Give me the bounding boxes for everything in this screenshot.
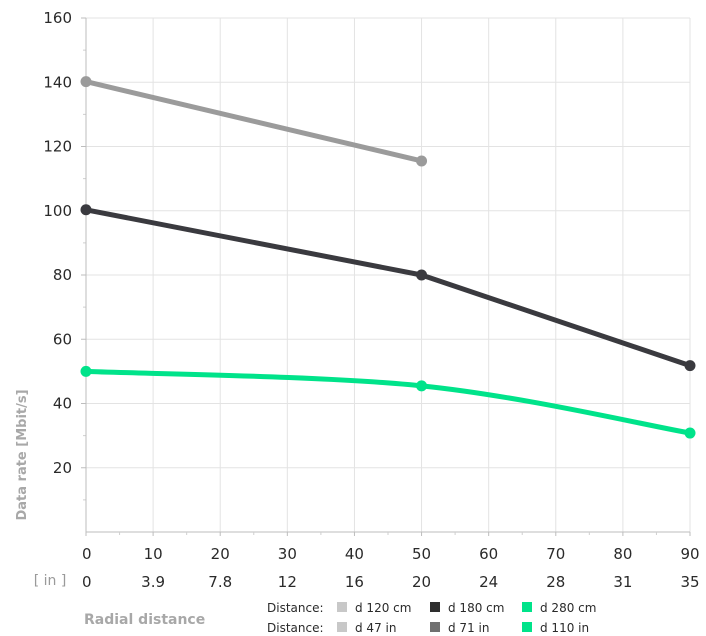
x-tick-label-inches: 31 (613, 573, 632, 591)
tick-labels: 20 40 60 80 100 120 140 160 0 0 10 3.9 20 7.8 30 12 40 16… (43, 9, 699, 591)
x-tick-label: 50 (412, 545, 431, 563)
series-line-2 (83, 368, 693, 436)
x-tick-label-inches: 20 (412, 573, 431, 591)
series-line-1 (83, 207, 693, 369)
x-tick-label: 20 (211, 545, 230, 563)
x-tick-label: 10 (144, 545, 163, 563)
legend-swatch-d71in (430, 622, 440, 632)
x-tick-label: 0 (82, 545, 92, 563)
x-tick-label-inches: 12 (278, 573, 297, 591)
legend-item-d180cm: d 180 cm (448, 601, 504, 615)
grid (85, 17, 691, 532)
y-tick-label: 40 (53, 395, 72, 413)
x-tick-label-inches: 3.9 (141, 573, 165, 591)
legend-swatch-d110in (522, 622, 532, 632)
y-tick-label: 60 (53, 330, 72, 348)
data-point-series-0 (416, 155, 428, 167)
legend-swatch-d120cm (337, 602, 347, 612)
legend-item-d47in: d 47 in (355, 621, 396, 635)
x-tick-label-inches: 35 (680, 573, 699, 591)
legend-item-d71in: d 71 in (448, 621, 489, 635)
data-point-series-1 (684, 360, 696, 372)
x-tick-label-inches: 0 (82, 573, 92, 591)
data-point-series-2 (684, 427, 696, 439)
x-tick-label-inches: 24 (479, 573, 498, 591)
axes (81, 17, 691, 536)
x-tick-label: 40 (345, 545, 364, 563)
y-axis-title: Data rate [Mbit/s] (15, 389, 30, 520)
y-tick-label: 160 (43, 9, 72, 27)
legend-swatch-d47in (337, 622, 347, 632)
legend-swatch-d280cm (522, 602, 532, 612)
x-axis-title: Radial distance (84, 612, 205, 628)
x-tick-label-inches: 28 (546, 573, 565, 591)
series-line-0 (83, 79, 425, 164)
y-tick-label: 140 (43, 73, 72, 91)
y-tick-label: 80 (53, 266, 72, 284)
x-tick-label: 60 (479, 545, 498, 563)
data-point-series-0 (80, 76, 92, 88)
data-point-series-2 (80, 365, 92, 377)
y-tick-label: 120 (43, 138, 72, 156)
x-tick-label: 30 (278, 545, 297, 563)
data-point-series-1 (416, 269, 428, 281)
x-tick-label-inches: 16 (345, 573, 364, 591)
x-tick-label-inches: 7.8 (208, 573, 232, 591)
y-tick-label: 20 (53, 459, 72, 477)
x-tick-label: 80 (613, 545, 632, 563)
legend-row1-label: Distance: (267, 601, 324, 615)
legend-item-d280cm: d 280 cm (540, 601, 596, 615)
y-tick-label: 100 (43, 202, 72, 220)
legend-item-d110in: d 110 in (540, 621, 589, 635)
x-tick-label: 70 (546, 545, 565, 563)
x-tick-label: 90 (680, 545, 699, 563)
legend-row2-label: Distance: (267, 621, 324, 635)
data-point-series-2 (416, 380, 428, 392)
legend: Distance: Distance: d 120 cm d 180 cm d … (267, 601, 596, 635)
series-group (80, 76, 696, 439)
legend-swatch-d180cm (430, 602, 440, 612)
x-unit-label: [ in ] (34, 573, 67, 589)
legend-item-d120cm: d 120 cm (355, 601, 411, 615)
data-point-series-1 (80, 204, 92, 216)
